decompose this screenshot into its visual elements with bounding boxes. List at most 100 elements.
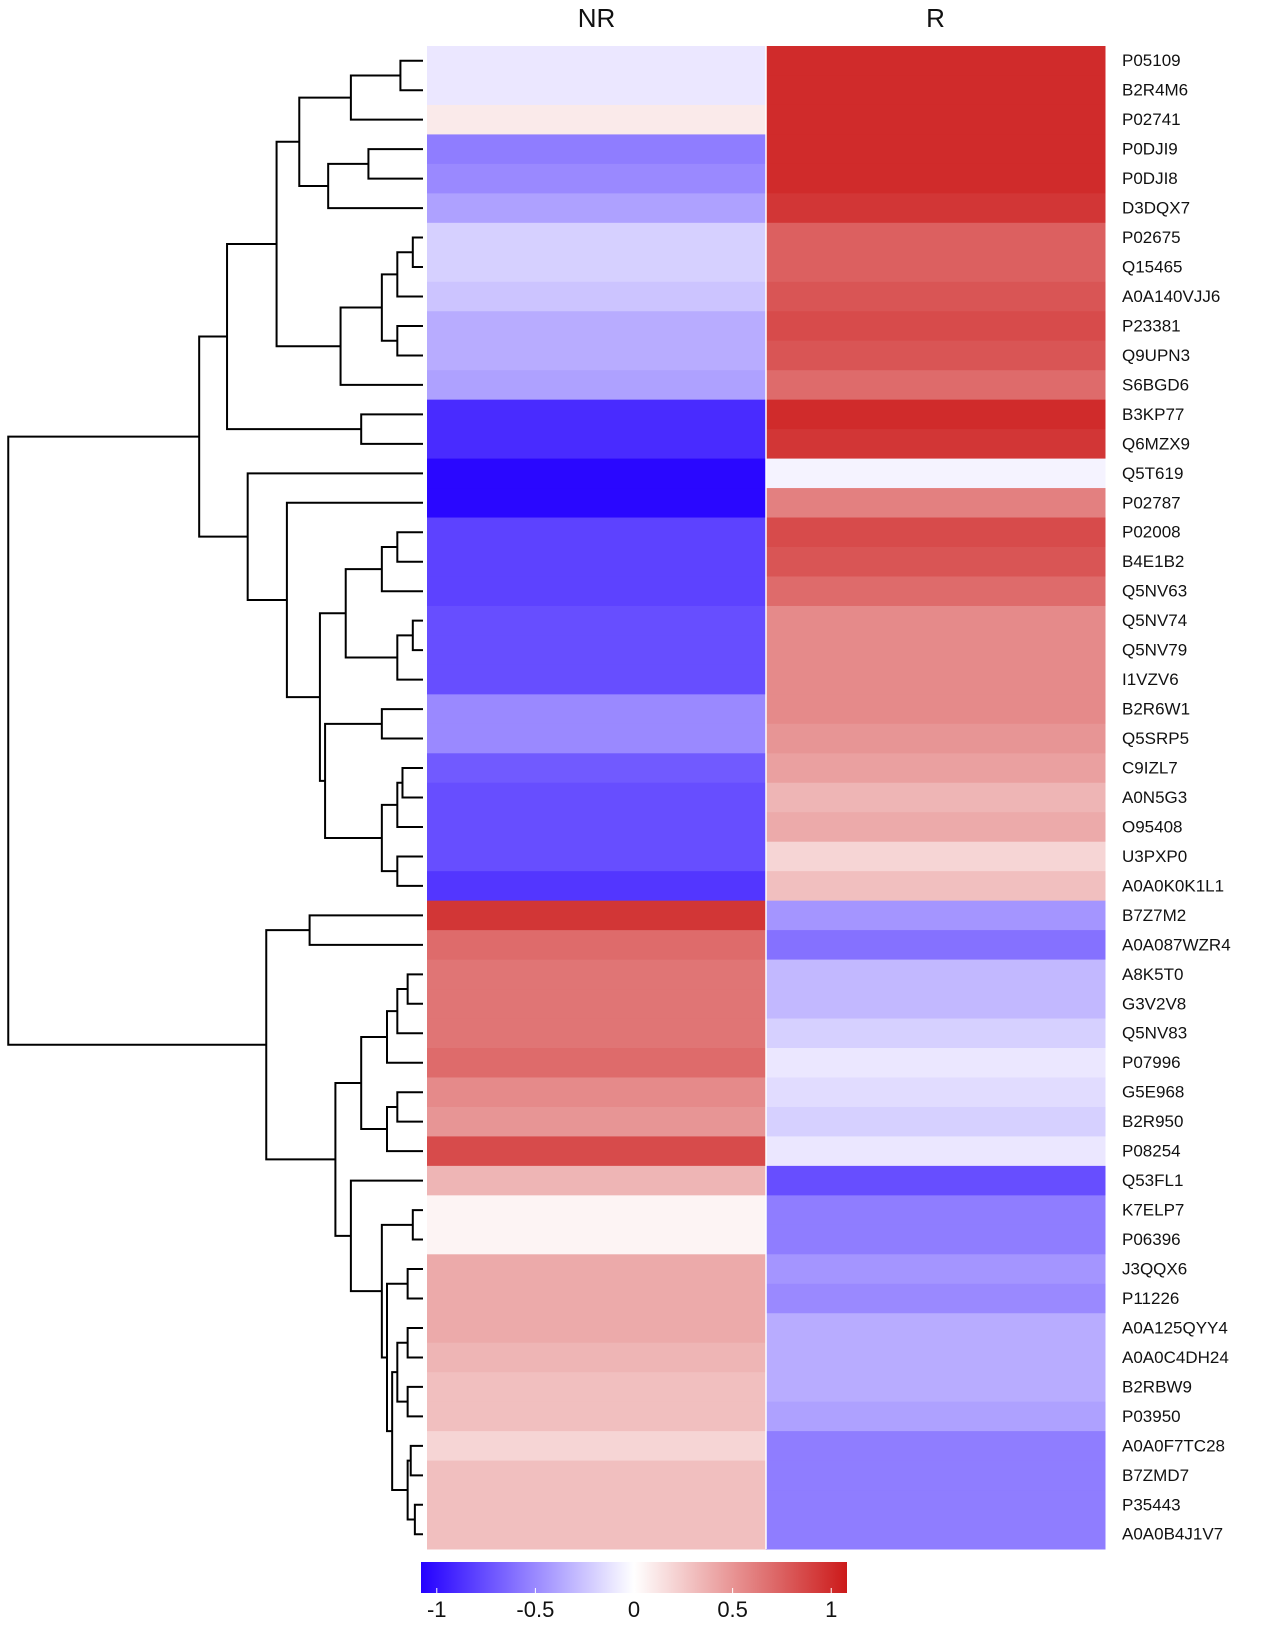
heat-cell	[766, 46, 1106, 76]
row-label: B2R6W1	[1122, 700, 1190, 719]
heat-cell	[427, 1283, 767, 1314]
dendrogram-branch	[349, 74, 423, 121]
dendrogram-branch	[380, 708, 423, 740]
heat-cell	[766, 841, 1106, 872]
heat-cell	[766, 1254, 1106, 1285]
heat-cell	[766, 517, 1106, 548]
dendrogram-branch	[396, 531, 423, 563]
heat-cell	[427, 281, 767, 312]
dendrogram-branch	[360, 413, 423, 445]
heat-cell	[766, 1165, 1106, 1196]
heat-cell	[427, 399, 767, 430]
heat-cell	[427, 1136, 767, 1167]
heat-cell	[766, 1283, 1106, 1314]
row-label: Q15465	[1122, 258, 1183, 277]
heat-cell	[766, 871, 1106, 902]
dendrogram-branch	[396, 988, 423, 1035]
row-label: A0N5G3	[1122, 788, 1187, 807]
heat-cell	[427, 1460, 767, 1491]
heat-cell	[427, 1431, 767, 1462]
heat-cell	[427, 1048, 767, 1078]
dendrogram-branch	[367, 148, 423, 180]
dendrogram-branch	[396, 324, 423, 357]
heat-cell	[427, 841, 767, 872]
dendrogram-branch	[380, 546, 423, 593]
row-label: J3QQX6	[1122, 1260, 1187, 1279]
dendrogram-branch	[399, 59, 423, 92]
dendrogram-branch	[275, 140, 341, 348]
heat-cell	[427, 1195, 767, 1226]
heat-cell	[427, 723, 767, 754]
row-label: A8K5T0	[1122, 965, 1183, 984]
heat-cell	[766, 1490, 1106, 1521]
row-label: Q5NV63	[1122, 582, 1187, 601]
heat-cell	[766, 281, 1106, 312]
dendrogram-branch	[396, 251, 423, 298]
row-label: P0DJI8	[1122, 169, 1178, 188]
heat-cell	[766, 1136, 1106, 1167]
row-label: P35443	[1122, 1495, 1181, 1514]
heat-cell	[766, 222, 1106, 253]
heat-cell	[766, 134, 1106, 165]
dendrogram-branch	[406, 973, 423, 1005]
row-label: O95408	[1122, 817, 1183, 836]
row-label: S6BGD6	[1122, 375, 1189, 394]
heat-cell	[766, 1048, 1106, 1078]
colorbar	[421, 1562, 847, 1593]
dendrogram-branch	[406, 1326, 423, 1359]
heat-cell	[427, 694, 767, 725]
dendrogram	[7, 59, 423, 1536]
heat-cell	[427, 1519, 767, 1550]
dendrogram-branch	[7, 435, 267, 1046]
colorbar-tick-label: -1	[427, 1597, 447, 1622]
heat-cell	[427, 900, 767, 931]
heat-cell	[427, 1342, 767, 1373]
heat-cell	[766, 1431, 1106, 1462]
heat-cell	[766, 193, 1106, 224]
row-label: P23381	[1122, 316, 1181, 335]
row-label: P02741	[1122, 110, 1181, 129]
row-label: G3V2V8	[1122, 994, 1186, 1013]
dendrogram-branch	[298, 96, 351, 187]
heat-cell	[427, 635, 767, 666]
heat-cell	[766, 1224, 1106, 1255]
heat-cell	[766, 1519, 1106, 1550]
row-label: D3DQX7	[1122, 199, 1190, 218]
row-label: Q5NV79	[1122, 641, 1187, 660]
heat-cell	[766, 782, 1106, 813]
heat-cell	[766, 664, 1106, 695]
heat-cell	[766, 1195, 1106, 1226]
heat-cell	[766, 989, 1106, 1020]
heat-cell	[766, 812, 1106, 843]
heat-cell	[427, 104, 767, 135]
dendrogram-branch	[391, 1371, 408, 1492]
heat-cell	[427, 1165, 767, 1196]
dendrogram-branch	[265, 929, 336, 1161]
row-label: Q9UPN3	[1122, 346, 1190, 365]
row-label: B4E1B2	[1122, 552, 1184, 571]
dendrogram-branch	[308, 914, 423, 946]
column-label: NR	[578, 3, 616, 33]
dendrogram-branch	[396, 781, 423, 828]
heat-cell	[427, 871, 767, 902]
dendrogram-branch	[411, 1209, 423, 1241]
dendrogram-branch	[406, 1268, 423, 1300]
heat-cell	[766, 1460, 1106, 1491]
heat-cell	[427, 488, 767, 519]
row-label: B7ZMD7	[1122, 1466, 1189, 1485]
heat-cell	[766, 1077, 1106, 1108]
dendrogram-branch	[411, 236, 423, 269]
dendrogram-branch	[409, 1444, 423, 1477]
colorbar-tick-label: 0	[628, 1597, 640, 1622]
heat-cell	[427, 782, 767, 813]
heat-cell	[766, 75, 1106, 106]
heat-cell	[427, 930, 767, 961]
row-label: B2R4M6	[1122, 81, 1188, 100]
heat-cell	[427, 812, 767, 843]
heat-cell	[427, 458, 767, 489]
heat-cell	[427, 1106, 767, 1137]
heat-cell	[766, 488, 1106, 519]
row-label: Q53FL1	[1122, 1171, 1183, 1190]
heat-cell	[766, 959, 1106, 990]
dendrogram-branch	[386, 1105, 423, 1153]
